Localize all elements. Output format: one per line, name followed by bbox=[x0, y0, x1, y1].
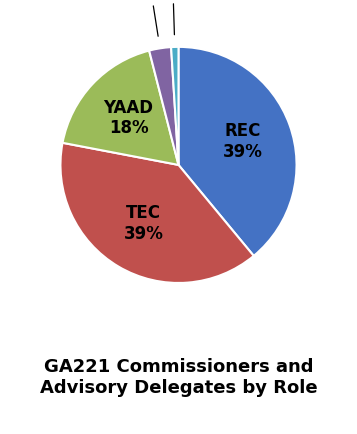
Wedge shape bbox=[171, 47, 178, 165]
Text: TSAD
3%: TSAD 3% bbox=[127, 0, 173, 36]
Text: REC
39%: REC 39% bbox=[223, 122, 263, 161]
Text: YAAD
18%: YAAD 18% bbox=[104, 99, 154, 138]
Text: TEC
39%: TEC 39% bbox=[124, 204, 164, 243]
Text: GA221 Commissioners and
Advisory Delegates by Role: GA221 Commissioners and Advisory Delegat… bbox=[40, 358, 317, 397]
Wedge shape bbox=[149, 47, 178, 165]
Wedge shape bbox=[178, 47, 297, 256]
Text: MAD
1%: MAD 1% bbox=[153, 0, 192, 35]
Wedge shape bbox=[60, 143, 254, 283]
Wedge shape bbox=[62, 51, 178, 165]
